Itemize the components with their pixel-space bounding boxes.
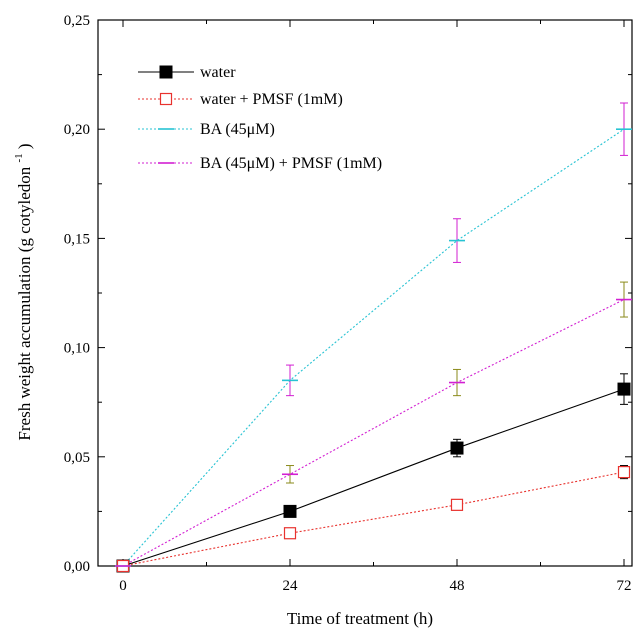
marker-open-square	[283, 527, 297, 540]
x-tick-label: 72	[617, 578, 632, 594]
y-tick-label: 0,25	[64, 13, 90, 29]
marker-filled-square	[450, 441, 464, 455]
marker-filled-square	[617, 382, 631, 396]
legend-label: BA (45μM) + PMSF (1mM)	[200, 155, 382, 172]
data-markers	[115, 128, 632, 573]
y-axis-label-close: )	[15, 143, 34, 149]
legend-label: water	[200, 64, 236, 81]
series-line	[122, 128, 625, 567]
x-axis-ticks: 0 24 48 72	[119, 20, 632, 594]
y-axis-label: Fresh weight accumulation (g cotyledon -…	[7, 143, 34, 440]
legend-label: water + PMSF (1mM)	[200, 91, 343, 108]
y-axis-label-main: Fresh weight accumulation (g cotyledon	[15, 166, 34, 440]
series-line	[122, 388, 625, 567]
error-bars	[286, 102, 628, 484]
x-axis-label: Time of treatment (h)	[287, 609, 433, 628]
y-tick-label: 0,20	[64, 122, 90, 138]
y-tick-label: 0,15	[64, 231, 90, 247]
legend: water water + PMSF (1mM) BA (45μM) BA (45μM…	[138, 64, 382, 172]
y-tick-label: 0,10	[64, 341, 90, 357]
series-lines	[122, 128, 625, 567]
y-tick-label: 0,05	[64, 450, 90, 466]
y-tick-label: 0,00	[64, 559, 90, 575]
marker-open-square	[450, 498, 464, 511]
legend-label: BA (45μM)	[200, 121, 275, 138]
marker-filled-square	[159, 65, 173, 79]
marker-filled-square	[283, 504, 297, 518]
x-tick-label: 48	[450, 578, 465, 594]
x-tick-label: 0	[119, 578, 127, 594]
y-axis-ticks: 0,00 0,05 0,10 0,15 0,20 0,25	[64, 13, 632, 575]
marker-open-square	[159, 92, 173, 106]
y-axis-label-superscript: -1	[13, 153, 25, 162]
series-line	[122, 299, 625, 567]
series-line	[122, 471, 625, 567]
marker-open-square	[617, 465, 631, 479]
x-tick-label: 24	[283, 578, 299, 594]
